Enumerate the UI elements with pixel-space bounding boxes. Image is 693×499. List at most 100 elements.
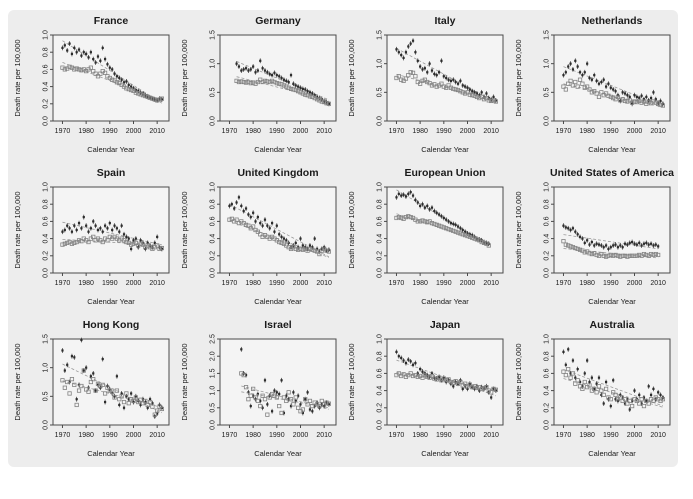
data-point-filled — [73, 46, 76, 49]
data-point-open — [599, 388, 604, 393]
data-point-filled — [428, 375, 431, 378]
plot-frame — [553, 186, 671, 274]
data-point-open — [298, 90, 303, 95]
data-point-filled — [447, 220, 450, 223]
data-point-open — [114, 388, 120, 393]
data-point-filled — [478, 94, 481, 97]
data-point-open — [145, 402, 150, 408]
y-tick-label: 1.0 — [544, 182, 551, 192]
data-point-filled — [490, 396, 493, 399]
data-point-filled — [134, 237, 137, 240]
data-point-filled — [593, 244, 596, 247]
x-tick-label: 2010 — [316, 432, 332, 439]
data-point-filled — [268, 72, 271, 76]
data-point-filled — [249, 216, 252, 219]
data-point-open — [65, 379, 70, 385]
data-point-filled — [461, 84, 464, 87]
data-point-filled — [137, 399, 140, 403]
data-point-filled — [70, 355, 74, 358]
x-tick-label: 2000 — [293, 280, 309, 287]
data-point-open — [234, 78, 239, 83]
data-point-open — [613, 252, 618, 258]
x-tick-label: 1980 — [78, 432, 94, 439]
data-point-filled — [77, 383, 81, 386]
data-point-open — [326, 101, 331, 106]
data-point-filled — [649, 96, 653, 100]
data-point-filled — [294, 84, 297, 87]
data-point-open — [493, 99, 498, 104]
data-point-filled — [400, 53, 403, 57]
data-point-filled — [252, 65, 255, 68]
data-point-open — [76, 238, 82, 243]
data-point-open — [93, 388, 98, 393]
data-point-filled — [626, 94, 629, 97]
x-tick-label: 1980 — [412, 128, 428, 135]
x-tick-label: 2010 — [149, 280, 165, 287]
data-point-open — [618, 254, 623, 259]
x-tick-label: 1970 — [222, 280, 238, 287]
data-point-filled — [63, 369, 66, 372]
data-point-filled — [437, 213, 441, 216]
data-point-filled — [320, 403, 323, 406]
data-point-open — [157, 97, 162, 102]
data-point-open — [262, 397, 268, 402]
data-point-open — [229, 216, 234, 221]
data-point-open — [406, 73, 411, 78]
data-point-filled — [588, 380, 591, 384]
data-point-filled — [442, 75, 445, 78]
y-axis-label: Death rate per 100,000 — [514, 39, 523, 116]
data-point-filled — [315, 247, 319, 251]
data-point-open — [585, 84, 590, 89]
data-point-open — [129, 242, 134, 247]
data-point-filled — [82, 51, 85, 54]
data-point-filled — [590, 78, 593, 81]
data-point-filled — [482, 95, 486, 99]
y-axis-label: Death rate per 100,000 — [13, 39, 22, 116]
data-point-filled — [402, 56, 405, 60]
data-point-open — [570, 371, 576, 376]
data-point-filled — [101, 357, 104, 361]
data-point-open — [460, 90, 465, 95]
data-point-filled — [466, 232, 469, 235]
data-point-filled — [113, 72, 116, 75]
data-point-filled — [144, 400, 147, 404]
data-point-filled — [485, 92, 488, 95]
data-point-filled — [437, 71, 441, 74]
data-point-open — [589, 251, 594, 257]
chart-canvas-european-union: European Union 1970 1980 1990 2000 2010 0.0 0.2… — [347, 167, 504, 306]
data-point-filled — [70, 52, 74, 56]
data-point-open — [255, 398, 260, 404]
data-point-open — [441, 84, 446, 89]
data-point-filled — [237, 65, 241, 68]
data-point-filled — [118, 76, 121, 80]
trend-line-upper-series — [229, 203, 330, 258]
y-tick-label: 1.0 — [377, 334, 384, 344]
data-point-filled — [619, 99, 622, 103]
data-point-open — [284, 398, 289, 404]
data-point-filled — [621, 396, 624, 399]
data-point-filled — [108, 222, 111, 225]
chart-canvas-netherlands: Netherlands 1970 1980 1990 2000 2010 0.0 0.5 1.0… — [514, 15, 671, 154]
data-point-filled — [612, 379, 615, 382]
data-point-filled — [456, 225, 460, 228]
data-point-open — [260, 79, 265, 85]
data-point-filled — [600, 80, 603, 84]
data-point-filled — [475, 92, 479, 95]
data-point-open — [453, 229, 458, 234]
data-point-open — [644, 252, 649, 258]
data-point-filled — [475, 237, 479, 240]
data-point-open — [251, 386, 256, 391]
x-tick-label: 1970 — [389, 280, 405, 287]
data-point-filled — [103, 57, 107, 61]
data-point-filled — [642, 396, 646, 399]
data-point-open — [653, 100, 658, 105]
data-point-filled — [89, 375, 92, 378]
y-tick-label: 1.5 — [210, 30, 217, 40]
data-point-open — [307, 94, 313, 99]
data-point-open — [394, 215, 399, 221]
data-point-open — [582, 250, 587, 255]
data-point-filled — [426, 71, 429, 74]
x-tick-label: 2010 — [650, 432, 666, 439]
subplot-france: France 1970 1980 1990 2000 2010 0.0 0.2 0.4 0.6 0.… — [9, 11, 176, 163]
data-point-open — [143, 398, 148, 404]
